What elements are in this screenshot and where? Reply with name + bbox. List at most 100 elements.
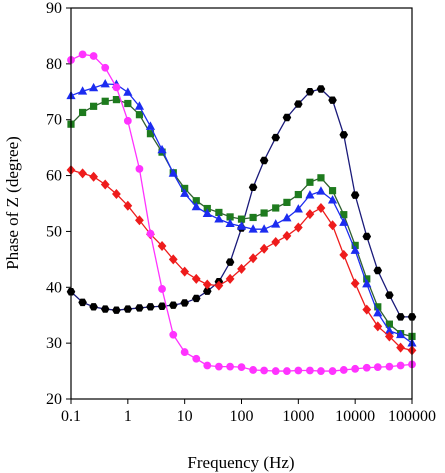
data-point <box>339 131 349 139</box>
data-point <box>100 78 110 88</box>
data-point <box>168 168 178 177</box>
data-point <box>181 184 189 193</box>
data-point <box>225 218 235 228</box>
data-point <box>191 201 201 211</box>
x-tick-label: 100 <box>230 408 254 425</box>
data-point <box>203 204 211 213</box>
tick-labels: 0.1 1 10 100 1000 10000 100000 20 30 40 50 60 70 80 90 <box>46 0 436 425</box>
data-point <box>123 116 132 125</box>
data-point <box>294 100 303 108</box>
data-point <box>180 348 189 356</box>
data-point <box>146 130 155 138</box>
data-point <box>237 263 246 274</box>
data-point <box>350 278 360 289</box>
data-point <box>89 52 98 60</box>
data-point <box>362 232 372 241</box>
data-point <box>100 179 110 190</box>
data-point <box>294 190 302 199</box>
data-point <box>271 237 281 248</box>
data-point <box>317 174 325 182</box>
data-point <box>317 367 325 375</box>
data-point <box>89 171 99 182</box>
data-point <box>123 87 133 96</box>
x-axis-title: Frequency (Hz) <box>187 453 294 472</box>
data-point <box>202 279 212 290</box>
y-tick-label: 60 <box>46 168 62 185</box>
data-point <box>157 144 167 154</box>
plot-frame <box>70 7 413 400</box>
data-point <box>385 320 393 328</box>
data-point <box>248 183 258 192</box>
data-point <box>395 329 406 339</box>
data-point <box>305 88 315 96</box>
data-point <box>202 208 212 217</box>
data-point <box>248 253 258 264</box>
data-point <box>123 305 133 313</box>
data-point <box>192 354 201 363</box>
data-point <box>305 190 315 199</box>
data-point <box>362 363 371 372</box>
data-point <box>384 325 394 335</box>
data-point <box>260 366 269 375</box>
data-point <box>306 178 314 186</box>
data-point <box>305 209 315 220</box>
data-point <box>124 99 132 108</box>
data-point <box>168 254 178 265</box>
data-point <box>339 366 348 374</box>
x-tick-label: 100000 <box>388 408 436 425</box>
y-tick-label: 20 <box>46 391 62 408</box>
y-tick-label: 30 <box>46 335 62 352</box>
data-point <box>328 220 337 231</box>
data-point <box>328 96 337 104</box>
data-point <box>101 97 109 105</box>
data-point <box>316 202 326 213</box>
data-point <box>101 63 110 72</box>
series-triangle <box>66 78 417 347</box>
x-tick-label: 10 <box>177 408 193 425</box>
data-point <box>396 342 405 353</box>
data-point <box>396 313 405 321</box>
data-point <box>225 273 235 284</box>
data-point <box>351 241 359 249</box>
data-point <box>134 101 145 110</box>
data-point <box>158 285 166 293</box>
data-point <box>259 224 269 233</box>
data-point <box>168 301 178 309</box>
data-point <box>259 243 269 254</box>
data-point <box>283 198 291 206</box>
data-point <box>135 304 144 312</box>
data-point <box>146 229 155 238</box>
data-point <box>214 362 223 371</box>
data-point <box>214 214 224 223</box>
data-point <box>112 96 121 104</box>
data-series <box>66 50 417 375</box>
data-point <box>112 83 121 92</box>
data-point <box>169 330 178 339</box>
data-point <box>271 219 281 228</box>
data-point <box>293 222 303 233</box>
data-point <box>396 361 405 370</box>
data-point <box>249 213 257 222</box>
y-axis-title: Phase of Z (degree) <box>3 136 22 270</box>
data-point <box>272 204 280 212</box>
series-circle <box>67 50 416 375</box>
data-point <box>373 307 383 317</box>
data-point <box>340 211 348 219</box>
data-point <box>327 195 338 204</box>
data-point <box>78 298 87 307</box>
data-point <box>203 361 212 370</box>
data-point <box>384 331 394 342</box>
data-point <box>79 108 87 117</box>
data-point <box>135 111 144 119</box>
data-point <box>362 278 372 288</box>
series-square <box>67 96 416 341</box>
data-point <box>282 113 292 122</box>
x-tick-label: 1000 <box>282 408 314 425</box>
data-point <box>192 197 200 205</box>
data-point <box>135 215 144 226</box>
data-point <box>180 188 190 197</box>
series-diamond <box>66 164 417 356</box>
data-point <box>306 366 314 375</box>
data-point <box>260 209 268 217</box>
data-point <box>350 245 360 254</box>
